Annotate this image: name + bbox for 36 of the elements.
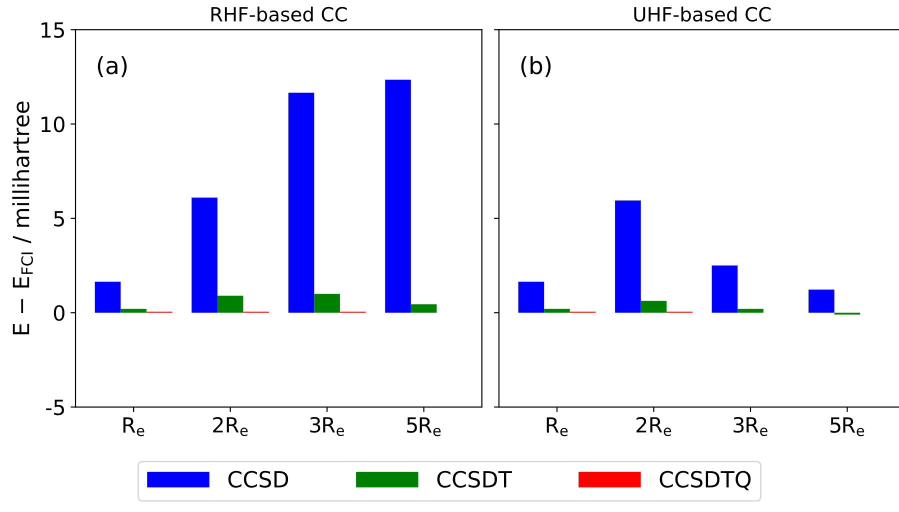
x-tick-label: 5R$_{e}$	[830, 417, 864, 436]
y-tick-label: 5	[54, 211, 64, 227]
y-tick-label: 10	[42, 116, 64, 132]
bar	[640, 300, 667, 313]
bar	[544, 308, 570, 313]
x-tick-label: 3R$_{e}$	[734, 416, 768, 436]
bar	[288, 92, 314, 313]
x-tick-label: 2R$_{e}$	[213, 416, 248, 436]
bar	[94, 282, 121, 313]
x-tick-label: R$_{e}$	[123, 417, 144, 436]
bar	[385, 80, 411, 313]
bar	[120, 308, 146, 313]
bar	[192, 198, 218, 313]
legend-label: CCSDT	[437, 470, 512, 488]
bar	[314, 294, 340, 313]
bar	[217, 296, 244, 313]
y-axis-title: E − E$_{FCI}$ / millihartree	[12, 102, 33, 334]
bar	[738, 308, 764, 313]
y-tick-label: 15	[42, 22, 64, 38]
annotation: (b)	[521, 56, 551, 78]
x-tick-label: 3R$_{e}$	[310, 416, 344, 436]
bar	[712, 266, 738, 313]
bar	[518, 282, 544, 313]
bar	[615, 200, 641, 313]
x-tick-label: R$_{e}$	[546, 417, 568, 436]
legend-label: CCSD	[228, 470, 288, 488]
chart-title: RHF-based CC	[211, 6, 347, 22]
y-tick-label: 0	[54, 305, 64, 321]
annotation: (a)	[98, 56, 127, 78]
legend-label: CCSDTQ	[660, 470, 751, 490]
bar	[808, 290, 834, 313]
x-tick-label: 5R$_{e}$	[407, 417, 441, 436]
y-tick-label: -5	[46, 400, 64, 416]
bar	[410, 304, 437, 313]
chart-title: UHF-based CC	[634, 6, 771, 22]
x-tick-label: 2R$_{e}$	[636, 416, 672, 436]
